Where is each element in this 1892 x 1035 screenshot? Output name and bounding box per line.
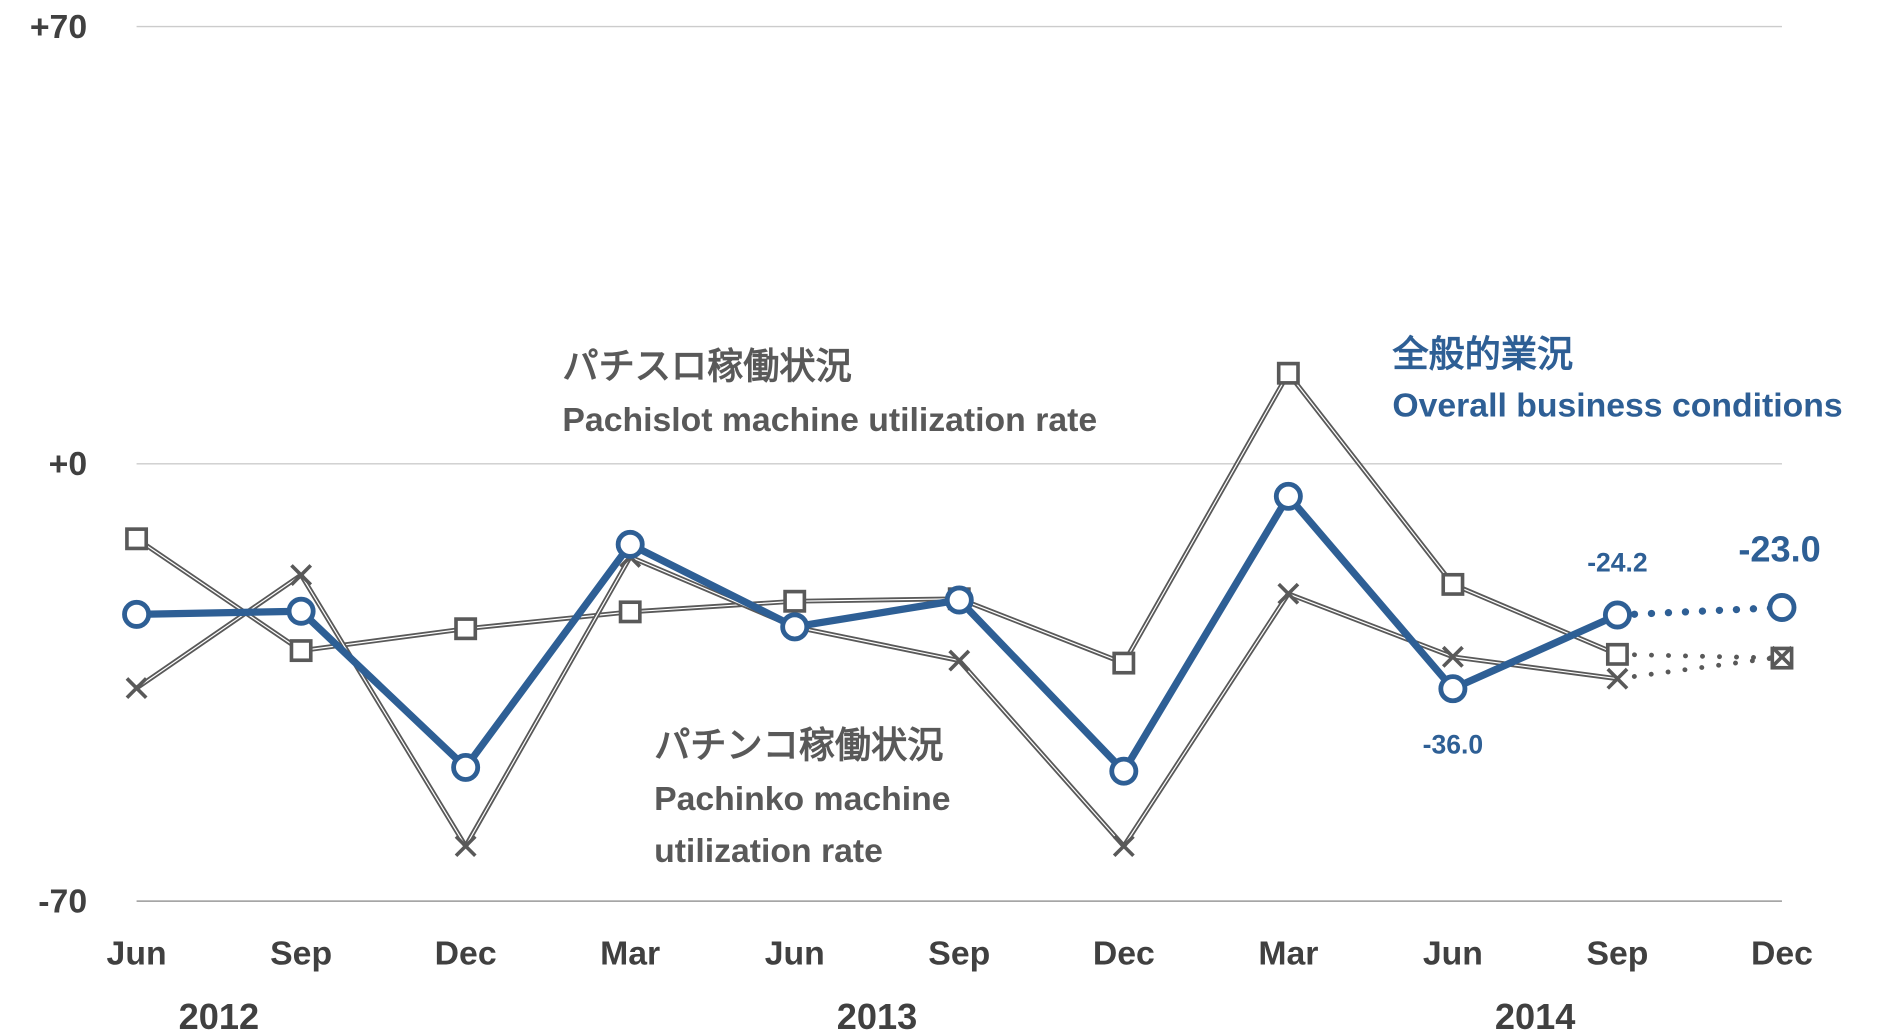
marker [1767, 593, 1797, 622]
data-label: -23.0 [1738, 529, 1820, 570]
marker [1276, 361, 1300, 385]
x-tick-label: Mar [1258, 934, 1318, 972]
marker [1109, 756, 1139, 786]
x-tick-label: Dec [1093, 934, 1155, 972]
marker [286, 596, 316, 626]
y-tick-label: +0 [49, 445, 87, 483]
marker [1605, 642, 1629, 666]
marker [780, 612, 810, 642]
marker [615, 529, 645, 559]
marker [290, 564, 313, 586]
marker [454, 617, 478, 641]
marker [1771, 645, 1793, 668]
series-line-highlight [136, 372, 1618, 664]
marker [125, 527, 149, 551]
marker [1441, 645, 1464, 668]
marker [125, 677, 148, 700]
marker [289, 639, 313, 663]
marker [1277, 582, 1300, 605]
x-tick-label: Sep [270, 934, 332, 972]
x-tick-label: Jun [107, 934, 167, 972]
forecast-line [1613, 603, 1786, 619]
legend-label-en: Overall business conditions [1392, 387, 1842, 425]
legend-label: パチンコ稼働状況 [654, 724, 943, 765]
data-label: -36.0 [1423, 730, 1483, 760]
series-line-highlight [136, 556, 1618, 847]
y-tick-label: -70 [38, 882, 87, 920]
forecast-line [1615, 654, 1785, 682]
legend-label: パチスロ稼働状況 [562, 346, 851, 387]
legend-label-en: utilization rate [654, 832, 883, 870]
x-tick-label: Sep [928, 934, 990, 972]
series [125, 545, 1793, 858]
y-tick-label: +70 [30, 8, 87, 46]
year-label: 2014 [1495, 996, 1575, 1035]
marker [122, 599, 152, 629]
legend-label-en: Pachislot machine utilization rate [562, 401, 1097, 439]
marker [948, 649, 971, 672]
year-label: 2013 [837, 996, 917, 1035]
series [122, 481, 1797, 786]
x-tick-label: Jun [765, 934, 825, 972]
data-label: -24.2 [1587, 547, 1647, 577]
x-tick-label: Dec [435, 934, 497, 972]
marker [1438, 674, 1468, 704]
marker [944, 585, 974, 615]
marker [1112, 651, 1136, 675]
marker [618, 600, 642, 624]
marker [1602, 600, 1632, 630]
x-tick-label: Jun [1423, 934, 1483, 972]
legend-label-en: Pachinko machine [654, 780, 951, 818]
x-tick-label: Mar [600, 934, 660, 972]
marker [1273, 481, 1303, 511]
series-line [136, 492, 1619, 775]
year-label: 2012 [179, 996, 259, 1035]
marker [1606, 667, 1629, 690]
forecast-line [1615, 651, 1785, 661]
x-tick-label: Sep [1586, 934, 1648, 972]
marker [454, 835, 477, 858]
marker [1112, 835, 1135, 858]
legend-label: 全般的業況 [1391, 334, 1573, 375]
marker [451, 752, 481, 782]
x-tick-label: Dec [1751, 934, 1813, 972]
marker [783, 589, 807, 613]
marker [1441, 572, 1465, 596]
